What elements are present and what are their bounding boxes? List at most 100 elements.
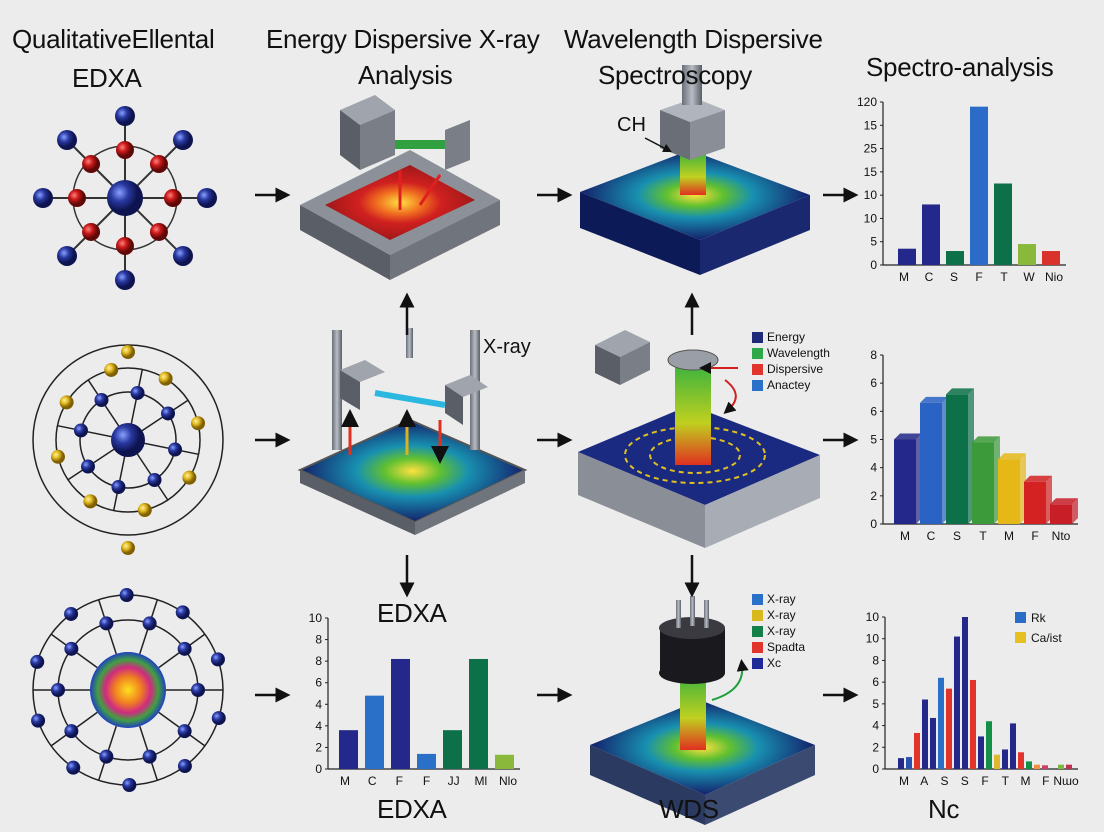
y-tick-label: 10: [309, 611, 323, 625]
y-tick-label: 15: [864, 118, 878, 132]
y-tick-label: 6: [870, 376, 877, 390]
legend-item: X-ray: [752, 591, 805, 607]
y-tick-label: 5: [872, 697, 879, 711]
x-tick-label: C: [925, 270, 934, 284]
bar: [1034, 764, 1040, 769]
electron-blue: [142, 616, 157, 631]
electron-yellow: [182, 470, 197, 485]
y-tick-label: 2: [315, 740, 322, 754]
legend-swatch: [752, 641, 763, 653]
legend-label: Xc: [767, 656, 782, 670]
x-tick-label: T: [1002, 774, 1010, 788]
wds-sample-illustration: [580, 65, 810, 275]
title-edxa: EDXA: [72, 63, 142, 93]
y-tick-label: 8: [870, 348, 877, 362]
electron-blue: [122, 777, 137, 792]
y-tick-label: 10: [866, 632, 880, 646]
atom-red: [116, 141, 134, 159]
y-tick-label: 8: [872, 653, 879, 667]
bar: [946, 394, 968, 524]
bar: [972, 442, 994, 524]
legend-label: Spadta: [767, 640, 806, 654]
bar-top: [972, 436, 1000, 443]
atom-blue: [172, 245, 193, 266]
bar: [1026, 761, 1032, 769]
legend-swatch: [752, 331, 763, 343]
y-tick-label: 0: [315, 762, 322, 776]
legend-swatch: [752, 379, 763, 391]
x-tick-label: F: [396, 774, 403, 788]
legend-item: Spadta: [752, 639, 805, 655]
legend-mid: Energy Wavelength Dispersive Anactey: [752, 329, 830, 393]
legend-swatch: [752, 593, 763, 605]
bar-chart-3: 0 2 4 4 6 8 8 10 M C F F JJ Ml Nlo: [309, 611, 520, 788]
electron-blue: [161, 406, 176, 421]
bar: [1024, 481, 1046, 524]
electron-blue: [99, 616, 114, 631]
atom-blue: [57, 245, 78, 266]
legend-swatch: [752, 363, 763, 375]
legend-swatch: [752, 657, 763, 669]
x-tick-label: M: [340, 774, 350, 788]
y-tick-label: 15: [864, 165, 878, 179]
electron-yellow: [158, 371, 173, 386]
electron-blue: [31, 713, 46, 728]
y-tick-label: 4: [872, 719, 879, 733]
legend-label: X-ray: [767, 592, 796, 606]
electron-blue: [147, 473, 162, 488]
bar-top: [1050, 498, 1078, 505]
y-tick-label: 6: [315, 676, 322, 690]
legend-swatch: [1015, 612, 1026, 623]
atom-shell-diagram-bottom: [30, 588, 226, 792]
y-tick-label: 10: [864, 211, 878, 225]
atom-shell-diagram-middle: [32, 344, 224, 555]
label-nc: Nc: [928, 794, 960, 824]
electron-blue: [99, 749, 114, 764]
bar-side: [1072, 498, 1078, 524]
label-ch: CH: [617, 114, 646, 136]
edxa-instrument-illustration: [300, 95, 500, 280]
x-tick-label: JJ: [448, 774, 460, 788]
electron-blue: [142, 749, 157, 764]
x-tick-label: W: [1023, 270, 1035, 284]
electron-blue: [64, 724, 79, 739]
bar: [914, 732, 920, 769]
x-tick-label: M: [1004, 529, 1014, 543]
y-tick-label: 6: [870, 404, 877, 418]
electron-yellow: [104, 362, 119, 377]
electron-blue: [80, 459, 95, 474]
bar: [970, 679, 976, 769]
x-tick-label: C: [368, 774, 377, 788]
y-tick-label: 4: [315, 697, 322, 711]
bar: [417, 753, 436, 769]
legend-swatch: [752, 609, 763, 621]
legend-item: X-ray: [752, 607, 805, 623]
legend-swatch: [752, 625, 763, 637]
atom-blue: [33, 188, 53, 208]
bar: [962, 617, 968, 769]
x-tick-label: F: [981, 774, 988, 788]
legend-label: Energy: [767, 330, 806, 344]
y-tick-label: 10: [864, 188, 878, 202]
bar: [938, 677, 944, 769]
y-tick-label: 8: [315, 654, 322, 668]
bar: [443, 730, 462, 769]
atom-red: [68, 189, 86, 207]
molecule-diagram-top: [33, 106, 217, 290]
title-qualitative-elemental: QualitativeEllental: [12, 24, 215, 54]
x-tick-label: F: [1042, 774, 1049, 788]
electron-blue: [175, 605, 190, 620]
electron-yellow: [121, 345, 135, 359]
x-tick-label: F: [975, 270, 982, 284]
y-tick-label: 8: [315, 633, 322, 647]
x-tick-label: M: [1021, 774, 1031, 788]
bar: [920, 402, 942, 524]
electron-blue: [64, 641, 79, 656]
bar: [894, 439, 916, 524]
legend-item: Wavelength: [752, 345, 830, 361]
atom-red: [164, 189, 182, 207]
atom-red: [116, 237, 134, 255]
electron-blue: [191, 683, 205, 697]
legend-label: Anactey: [767, 378, 811, 392]
electron-blue: [64, 606, 79, 621]
